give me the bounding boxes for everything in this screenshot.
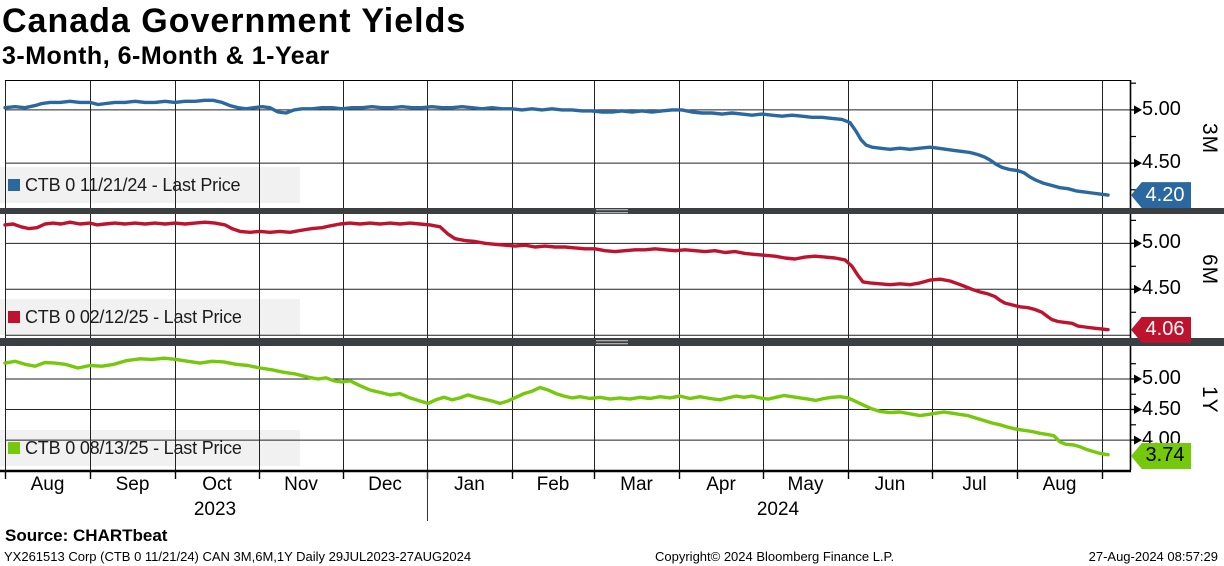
page-title: Canada Government Yields [2,2,467,40]
y-tick-label: 5.00 [1142,97,1181,120]
legend-label-3m: CTB 0 11/21/24 - Last Price [25,174,241,195]
y-tick-label: 5.00 [1142,231,1181,254]
month-label: Jul [962,474,987,495]
month-label: Aug [1042,474,1077,495]
panel-axis-label-1y: 1Y [1198,386,1221,414]
footer-ticker-note: YX261513 Corp (CTB 0 11/21/24) CAN 3M,6M… [4,549,472,564]
legend-swatch-3m-icon [8,179,20,191]
year-label: 2024 [756,499,800,520]
month-label: May [787,474,824,495]
y-tick-arrow-icon [1134,374,1142,384]
month-label: Oct [202,474,232,495]
month-label: Jun [874,474,906,495]
legend-label-1y: CTB 0 08/13/25 - Last Price [25,437,242,458]
legend-3m[interactable]: CTB 0 11/21/24 - Last Price [0,167,300,203]
footer-copyright: Copyright© 2024 Bloomberg Finance L.P. [655,549,895,564]
source-note: Source: CHARTbeat [5,526,168,545]
legend-1y[interactable]: CTB 0 08/13/25 - Last Price [0,430,300,466]
month-label: Jan [454,474,485,495]
y-tick-arrow-icon [1134,238,1142,248]
month-label: Sep [115,474,150,495]
legend-label-6m: CTB 0 02/12/25 - Last Price [25,306,242,327]
last-price-badge-3m: 4.20 [1131,182,1191,209]
separator-grip-icon [596,343,628,345]
y-tick-label: 4.50 [1142,277,1181,300]
y-tick-arrow-icon [1134,158,1142,168]
month-label: Dec [368,474,402,495]
last-price-badge-6m: 4.06 [1131,316,1191,343]
legend-swatch-1y-icon [8,442,20,454]
separator-grip-icon [596,340,628,342]
legend-swatch-6m-icon [8,311,20,323]
panel-axis-label-3m: 3M [1198,122,1221,154]
y-tick-arrow-icon [1134,284,1142,294]
y-tick-label: 5.00 [1142,366,1181,389]
month-label: Mar [620,474,653,495]
page-subtitle: 3-Month, 6-Month & 1-Year [2,42,330,70]
separator-grip-icon [596,209,628,211]
y-tick-arrow-icon [1134,105,1142,115]
last-price-badge-1y: 3.74 [1131,442,1191,469]
y-tick-label: 4.50 [1142,151,1181,174]
month-label: Feb [536,474,570,495]
month-label: Nov [284,474,318,495]
y-tick-label: 4.50 [1142,397,1181,420]
footer-timestamp: 27-Aug-2024 08:57:29 [1088,549,1218,564]
legend-6m[interactable]: CTB 0 02/12/25 - Last Price [0,299,300,335]
panel-separator-handle[interactable] [0,338,1224,346]
month-label: Aug [30,474,65,495]
month-label: Apr [706,474,736,495]
y-tick-arrow-icon [1134,435,1142,445]
separator-grip-icon [596,212,628,214]
panel-axis-label-6m: 6M [1198,253,1221,285]
panel-separator-handle[interactable] [0,208,1224,214]
y-tick-arrow-icon [1134,405,1142,415]
year-label: 2023 [193,499,237,520]
